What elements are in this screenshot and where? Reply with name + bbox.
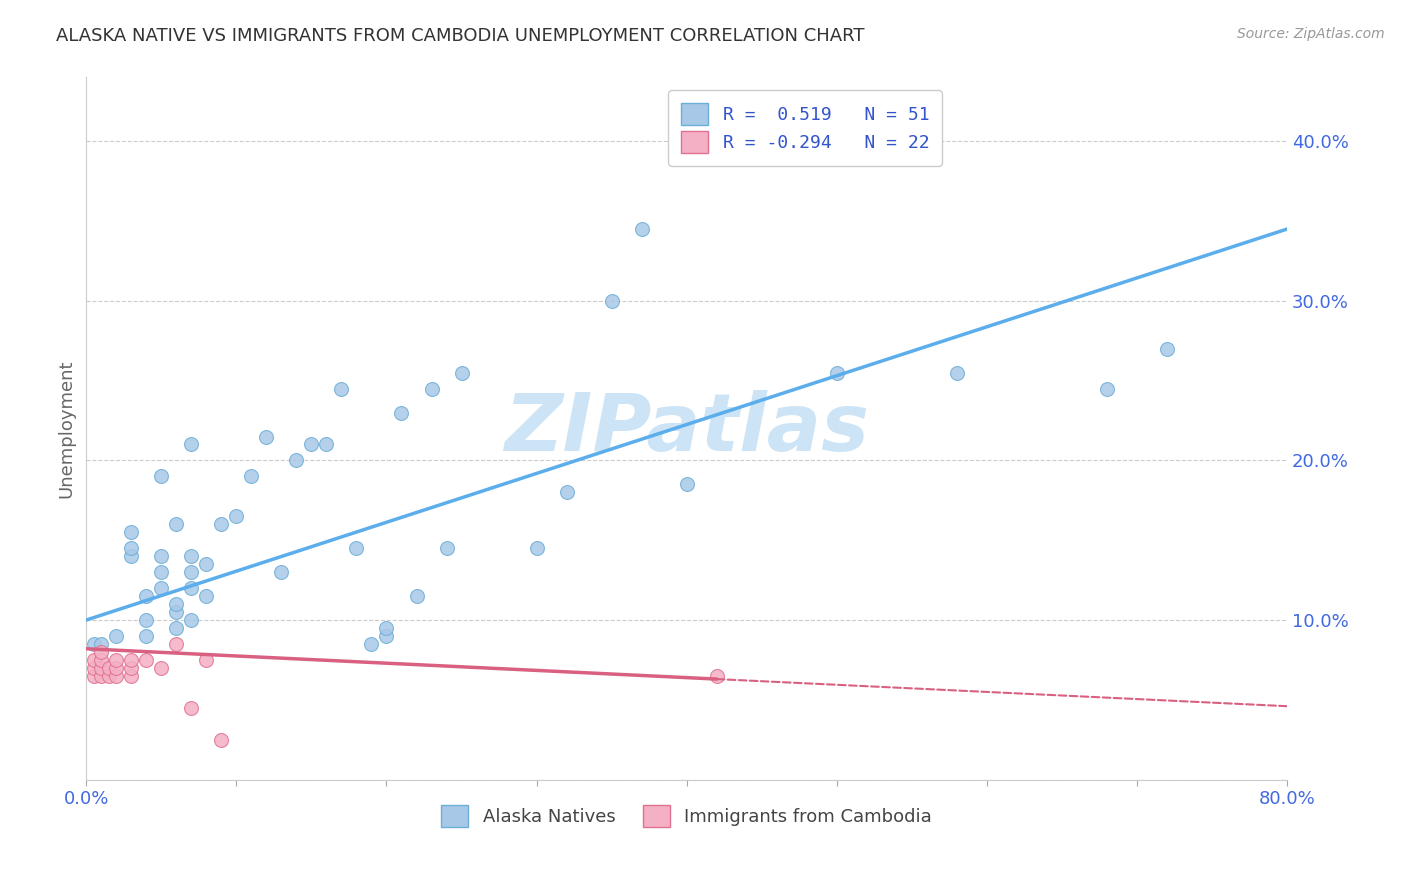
Point xyxy=(450,366,472,380)
Point xyxy=(83,661,105,675)
Point xyxy=(120,541,142,556)
Point xyxy=(391,406,413,420)
Point xyxy=(120,669,142,683)
Point xyxy=(600,293,623,308)
Point xyxy=(90,653,112,667)
Point xyxy=(90,645,112,659)
Text: Source: ZipAtlas.com: Source: ZipAtlas.com xyxy=(1237,27,1385,41)
Point xyxy=(254,429,277,443)
Point xyxy=(165,597,187,611)
Point xyxy=(180,581,202,595)
Point xyxy=(301,437,323,451)
Point xyxy=(526,541,548,556)
Point xyxy=(675,477,697,491)
Point xyxy=(165,517,187,532)
Point xyxy=(97,669,120,683)
Point xyxy=(180,549,202,564)
Point xyxy=(90,661,112,675)
Point xyxy=(135,653,157,667)
Y-axis label: Unemployment: Unemployment xyxy=(58,359,75,498)
Point xyxy=(180,565,202,579)
Point xyxy=(195,653,218,667)
Point xyxy=(105,629,128,643)
Point xyxy=(209,517,232,532)
Point xyxy=(105,653,128,667)
Text: ALASKA NATIVE VS IMMIGRANTS FROM CAMBODIA UNEMPLOYMENT CORRELATION CHART: ALASKA NATIVE VS IMMIGRANTS FROM CAMBODI… xyxy=(56,27,865,45)
Point xyxy=(1095,382,1118,396)
Point xyxy=(150,581,173,595)
Point xyxy=(105,669,128,683)
Point xyxy=(330,382,353,396)
Point xyxy=(375,629,398,643)
Point xyxy=(83,653,105,667)
Point xyxy=(225,509,247,524)
Point xyxy=(420,382,443,396)
Point xyxy=(135,613,157,627)
Point xyxy=(150,565,173,579)
Point xyxy=(1156,342,1178,356)
Point xyxy=(706,669,728,683)
Point xyxy=(135,589,157,603)
Point xyxy=(83,669,105,683)
Point xyxy=(165,637,187,651)
Point xyxy=(555,485,578,500)
Point xyxy=(90,637,112,651)
Point xyxy=(285,453,308,467)
Point xyxy=(150,661,173,675)
Point xyxy=(436,541,458,556)
Point xyxy=(120,549,142,564)
Point xyxy=(825,366,848,380)
Point xyxy=(180,700,202,714)
Legend: Alaska Natives, Immigrants from Cambodia: Alaska Natives, Immigrants from Cambodia xyxy=(434,797,939,834)
Point xyxy=(135,629,157,643)
Point xyxy=(120,653,142,667)
Point xyxy=(315,437,337,451)
Point xyxy=(90,669,112,683)
Point xyxy=(83,637,105,651)
Point xyxy=(165,605,187,619)
Point xyxy=(630,222,652,236)
Point xyxy=(105,661,128,675)
Point xyxy=(195,557,218,571)
Text: ZIPatlas: ZIPatlas xyxy=(505,390,869,467)
Point xyxy=(180,437,202,451)
Point xyxy=(946,366,969,380)
Point xyxy=(375,621,398,635)
Point xyxy=(97,661,120,675)
Point xyxy=(120,525,142,540)
Point xyxy=(150,549,173,564)
Point xyxy=(209,732,232,747)
Point xyxy=(180,613,202,627)
Point xyxy=(360,637,382,651)
Point xyxy=(270,565,292,579)
Point xyxy=(150,469,173,483)
Point xyxy=(120,661,142,675)
Point xyxy=(165,621,187,635)
Point xyxy=(346,541,368,556)
Point xyxy=(405,589,427,603)
Point xyxy=(240,469,263,483)
Point xyxy=(195,589,218,603)
